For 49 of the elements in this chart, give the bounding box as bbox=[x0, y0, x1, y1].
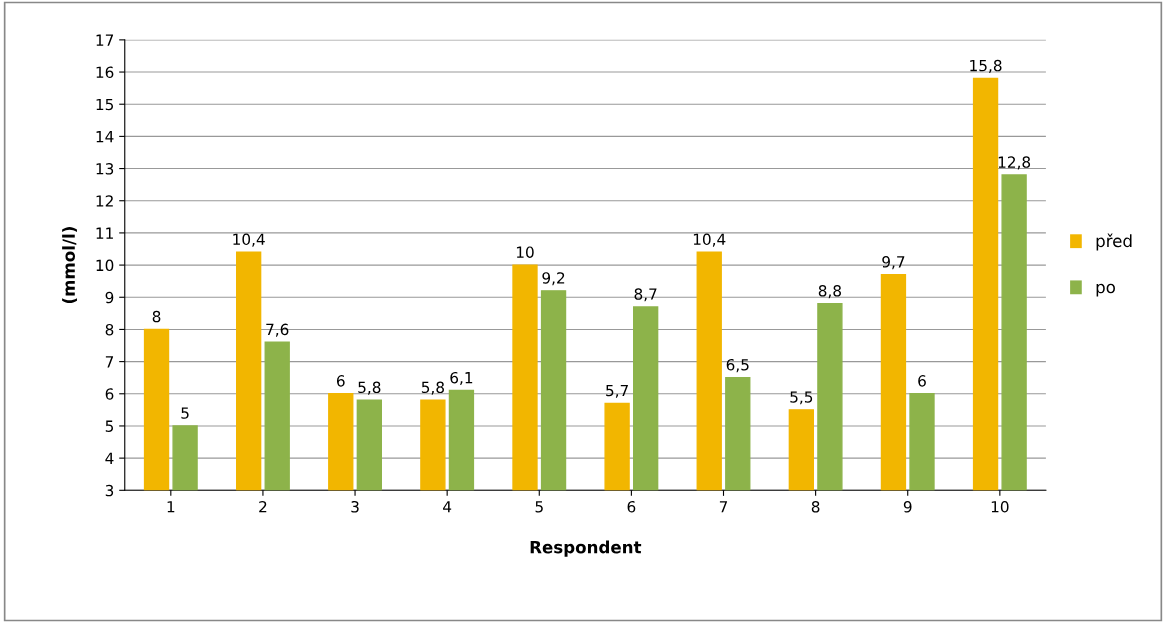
data-label: 6 bbox=[918, 375, 926, 387]
legend-label: po bbox=[1096, 283, 1115, 297]
x-tick-label: 10 bbox=[991, 500, 1009, 513]
data-label: 5,8 bbox=[421, 381, 444, 395]
y-tick-label: 11 bbox=[96, 227, 113, 239]
data-label: 10,4 bbox=[233, 233, 265, 247]
data-label: 8,8 bbox=[818, 285, 841, 299]
y-tick-label: 15 bbox=[96, 98, 114, 111]
data-label: 8,7 bbox=[634, 288, 657, 302]
y-tick-label: 7 bbox=[105, 356, 114, 368]
data-label: 6,1 bbox=[450, 371, 473, 385]
x-tick-label: 7 bbox=[719, 501, 728, 513]
data-label: 12,8 bbox=[998, 156, 1031, 170]
data-label: 10,4 bbox=[693, 233, 726, 247]
data-label: 5,5 bbox=[790, 391, 813, 405]
x-tick-label: 4 bbox=[443, 501, 452, 513]
data-label: 9,7 bbox=[882, 256, 905, 270]
x-tick-label: 5 bbox=[535, 501, 543, 513]
x-tick-label: 2 bbox=[259, 500, 267, 513]
y-tick-label: 4 bbox=[105, 452, 114, 464]
y-tick-label: 14 bbox=[96, 131, 114, 143]
x-tick-label: 8 bbox=[811, 500, 820, 513]
y-axis-title: (mmol/l) bbox=[62, 227, 77, 304]
data-label: 7,6 bbox=[266, 323, 289, 337]
data-label: 9,2 bbox=[542, 272, 565, 286]
y-tick-label: 5 bbox=[105, 420, 114, 432]
x-axis-title: Respondent bbox=[530, 540, 642, 557]
y-tick-label: 17 bbox=[96, 34, 114, 46]
x-tick-label: 9 bbox=[903, 500, 912, 513]
legend-label: před bbox=[1096, 233, 1132, 251]
data-label: 5,8 bbox=[358, 381, 381, 395]
data-label: 10 bbox=[516, 246, 534, 258]
data-label: 8 bbox=[152, 310, 161, 323]
y-tick-label: 13 bbox=[96, 163, 114, 175]
y-tick-label: 9 bbox=[105, 291, 114, 304]
y-tick-label: 6 bbox=[105, 388, 114, 400]
x-tick-label: 6 bbox=[627, 500, 636, 513]
y-tick-label: 3 bbox=[105, 484, 114, 497]
x-tick-label: 1 bbox=[167, 501, 175, 513]
y-tick-label: 8 bbox=[105, 323, 114, 336]
data-label: 15,8 bbox=[970, 59, 1002, 73]
data-label: 6,5 bbox=[726, 359, 749, 373]
y-tick-label: 12 bbox=[96, 195, 113, 207]
x-tick-label: 3 bbox=[351, 500, 359, 513]
data-label: 5,7 bbox=[606, 384, 628, 398]
y-tick-label: 16 bbox=[96, 66, 114, 79]
data-label: 5 bbox=[181, 407, 189, 419]
y-tick-label: 10 bbox=[96, 259, 114, 272]
data-label: 6 bbox=[336, 375, 345, 387]
